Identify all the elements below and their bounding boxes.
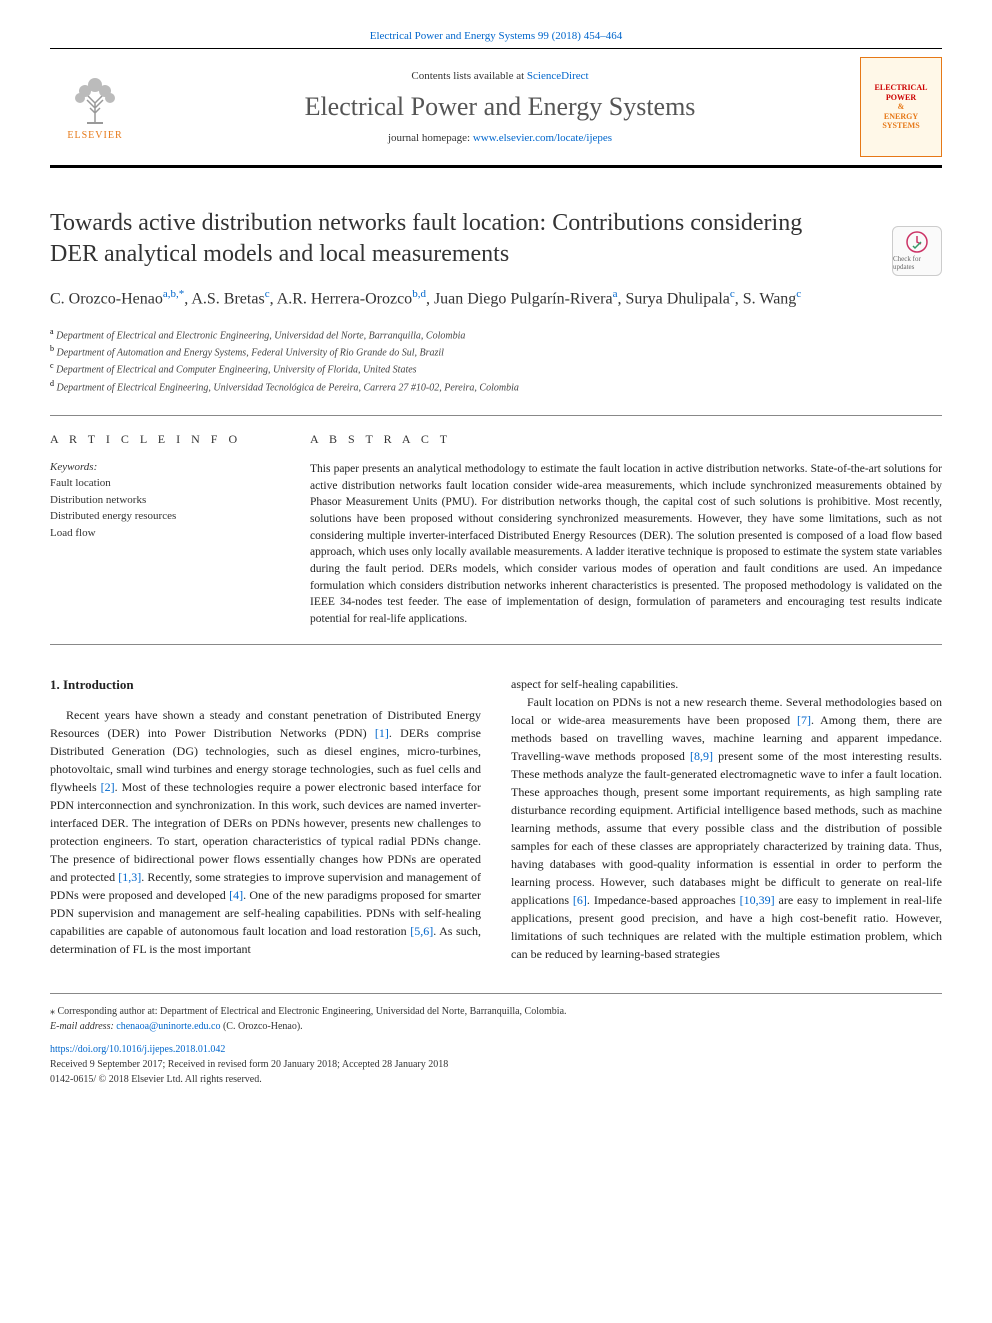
- keyword-item: Distributed energy resources: [50, 508, 270, 525]
- abstract-heading: A B S T R A C T: [310, 432, 942, 447]
- keywords-list: Fault locationDistribution networksDistr…: [50, 475, 270, 541]
- keywords-label: Keywords:: [50, 461, 270, 473]
- keyword-item: Load flow: [50, 525, 270, 542]
- masthead: ELSEVIER Contents lists available at Sci…: [50, 48, 942, 168]
- body-paragraph: Fault location on PDNs is not a new rese…: [511, 693, 942, 963]
- keyword-item: Distribution networks: [50, 492, 270, 509]
- check-updates-badge[interactable]: Check for updates: [892, 226, 942, 276]
- doi-link[interactable]: https://doi.org/10.1016/j.ijepes.2018.01…: [50, 1042, 942, 1057]
- column-left: 1. Introduction Recent years have shown …: [50, 675, 481, 963]
- affiliation-item: b Department of Automation and Energy Sy…: [50, 343, 942, 360]
- authors: C. Orozco-Henaoa,b,*, A.S. Bretasc, A.R.…: [50, 286, 942, 311]
- contents-line: Contents lists available at ScienceDirec…: [140, 70, 860, 82]
- email-link[interactable]: chenaoa@uninorte.edu.co: [116, 1021, 220, 1032]
- publisher-name: ELSEVIER: [67, 130, 122, 141]
- check-updates-icon: [906, 231, 928, 253]
- received-line: Received 9 September 2017; Received in r…: [50, 1057, 942, 1072]
- article-info-heading: A R T I C L E I N F O: [50, 432, 270, 447]
- copyright-line: 0142-0615/ © 2018 Elsevier Ltd. All righ…: [50, 1072, 942, 1087]
- elsevier-tree-icon: [65, 73, 125, 128]
- citation-header: Electrical Power and Energy Systems 99 (…: [50, 30, 942, 42]
- publisher-logo: ELSEVIER: [50, 62, 140, 152]
- affiliations: a Department of Electrical and Electroni…: [50, 326, 942, 395]
- journal-title: Electrical Power and Energy Systems: [140, 92, 860, 122]
- footer: ⁎ Corresponding author at: Department of…: [50, 993, 942, 1087]
- article-info: A R T I C L E I N F O Keywords: Fault lo…: [50, 432, 270, 628]
- body-paragraph-continuation: aspect for self-healing capabilities.: [511, 675, 942, 693]
- abstract-text: This paper presents an analytical method…: [310, 461, 942, 628]
- journal-cover: ELECTRICAL POWER & ENERGY SYSTEMS: [860, 57, 942, 157]
- keyword-item: Fault location: [50, 475, 270, 492]
- corresponding-author: ⁎ Corresponding author at: Department of…: [50, 1004, 942, 1019]
- homepage-link[interactable]: www.elsevier.com/locate/ijepes: [473, 132, 612, 144]
- body-paragraph: Recent years have shown a steady and con…: [50, 706, 481, 958]
- body: 1. Introduction Recent years have shown …: [50, 675, 942, 963]
- affiliation-item: c Department of Electrical and Computer …: [50, 360, 942, 377]
- affiliation-item: d Department of Electrical Engineering, …: [50, 378, 942, 395]
- sciencedirect-link[interactable]: ScienceDirect: [527, 70, 589, 82]
- email-line: E-mail address: chenaoa@uninorte.edu.co …: [50, 1019, 942, 1034]
- abstract: A B S T R A C T This paper presents an a…: [310, 432, 942, 628]
- affiliation-item: a Department of Electrical and Electroni…: [50, 326, 942, 343]
- citation-link[interactable]: Electrical Power and Energy Systems 99 (…: [370, 30, 622, 42]
- column-right: aspect for self-healing capabilities. Fa…: [511, 675, 942, 963]
- section-heading-intro: 1. Introduction: [50, 675, 481, 695]
- article-title: Towards active distribution networks fau…: [50, 208, 830, 270]
- homepage-line: journal homepage: www.elsevier.com/locat…: [140, 132, 860, 144]
